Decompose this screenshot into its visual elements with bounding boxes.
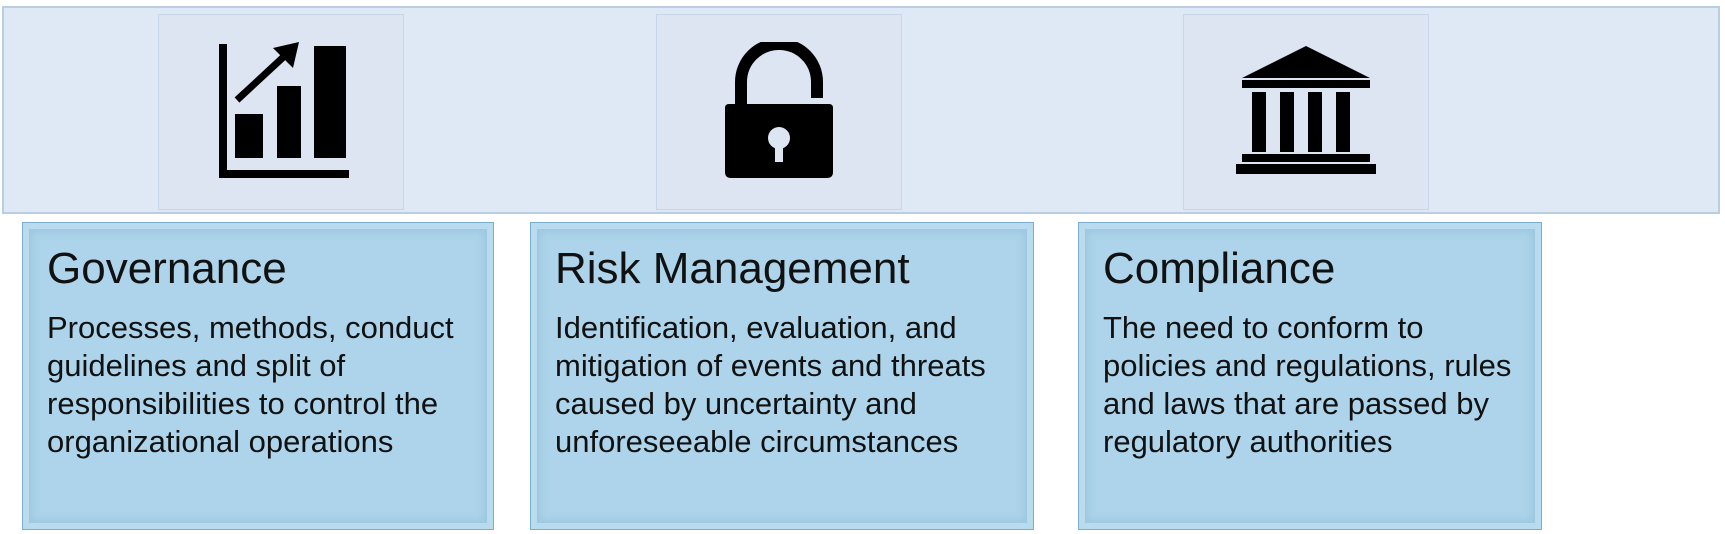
compliance-description: The need to conform to policies and regu… [1103,310,1512,459]
risk-management-card: Risk Management Identification, evaluati… [530,222,1034,530]
compliance-icon-tile [1183,14,1429,210]
risk-management-description: Identification, evaluation, and mitigati… [555,310,986,459]
governance-title: Governance [47,244,287,293]
risk-icon-tile [656,14,902,210]
unlocked-padlock-icon [725,42,833,178]
risk-management-title: Risk Management [555,244,910,293]
governance-icon-tile [158,14,404,210]
governance-card: Governance Processes, methods, conduct g… [22,222,494,530]
institution-building-icon [1236,46,1376,174]
compliance-title: Compliance [1103,244,1336,293]
governance-description: Processes, methods, conduct guidelines a… [47,310,454,459]
bar-chart-growth-icon [219,42,349,178]
compliance-card: Compliance The need to conform to polici… [1078,222,1542,530]
